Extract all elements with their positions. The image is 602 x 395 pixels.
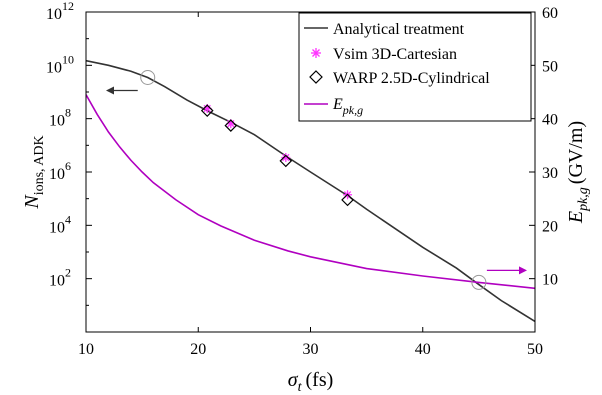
ticks-layer: 10 20 30 40 50 102 104 106 108 1010 1012 10 20 30 40 50… — [46, 0, 558, 358]
x-tick-label: 40 — [415, 341, 431, 358]
y-left-tick-label: 104 — [49, 212, 71, 236]
y-left-tick-label: 106 — [49, 159, 71, 183]
series-warp-point — [341, 193, 354, 207]
plot-frame — [85, 11, 536, 333]
x-tick-label: 20 — [190, 341, 206, 358]
y-left-tick-label: 1010 — [46, 52, 74, 76]
series-layer — [86, 59, 535, 323]
y-right-tick-label: 30 — [542, 165, 558, 182]
y-right-tick-label: 20 — [542, 218, 558, 235]
y-left-tick-label: 102 — [49, 266, 71, 290]
axis-indicator-right — [471, 266, 527, 290]
y-left-tick-label: 1012 — [46, 0, 74, 23]
legend-label-warp: WARP 2.5D-Cylindrical — [333, 70, 490, 87]
y-right-tick-label: 60 — [542, 5, 558, 22]
y-right-tick-label: 10 — [542, 272, 558, 289]
axis-indicator-left — [106, 69, 156, 95]
x-tick-label: 30 — [303, 341, 319, 358]
series-analytical-line — [86, 59, 535, 323]
series-warp-point — [224, 119, 238, 132]
legend-label-vsim: Vsim 3D-Cartesian — [333, 46, 457, 63]
legend-marker-warp — [309, 70, 323, 84]
legend-label-analytical: Analytical treatment — [333, 21, 465, 38]
series-warp-point — [200, 104, 214, 117]
y-left-axis-title: Nions, ADK — [21, 135, 47, 209]
x-tick-label: 50 — [527, 341, 543, 358]
series-vsim-point — [281, 152, 291, 162]
y-left-tick-label: 108 — [49, 106, 71, 130]
legend-marker-vsim — [311, 48, 321, 58]
y-right-tick-label: 50 — [542, 58, 558, 75]
series-epk-line — [86, 94, 535, 290]
y-right-tick-label: 40 — [542, 112, 558, 129]
x-axis-title: σt (fs) — [288, 369, 334, 395]
legend: Analytical treatment Vsim 3D-Cartesian W… — [298, 12, 532, 122]
y-right-axis-title: Epk,g(GV/m) — [565, 121, 591, 224]
legend-box — [298, 12, 532, 122]
series-warp-point — [279, 154, 293, 168]
legend-label-epk: Epk,g — [332, 96, 363, 117]
annotation-layer — [106, 69, 527, 290]
x-tick-label: 10 — [78, 341, 94, 358]
